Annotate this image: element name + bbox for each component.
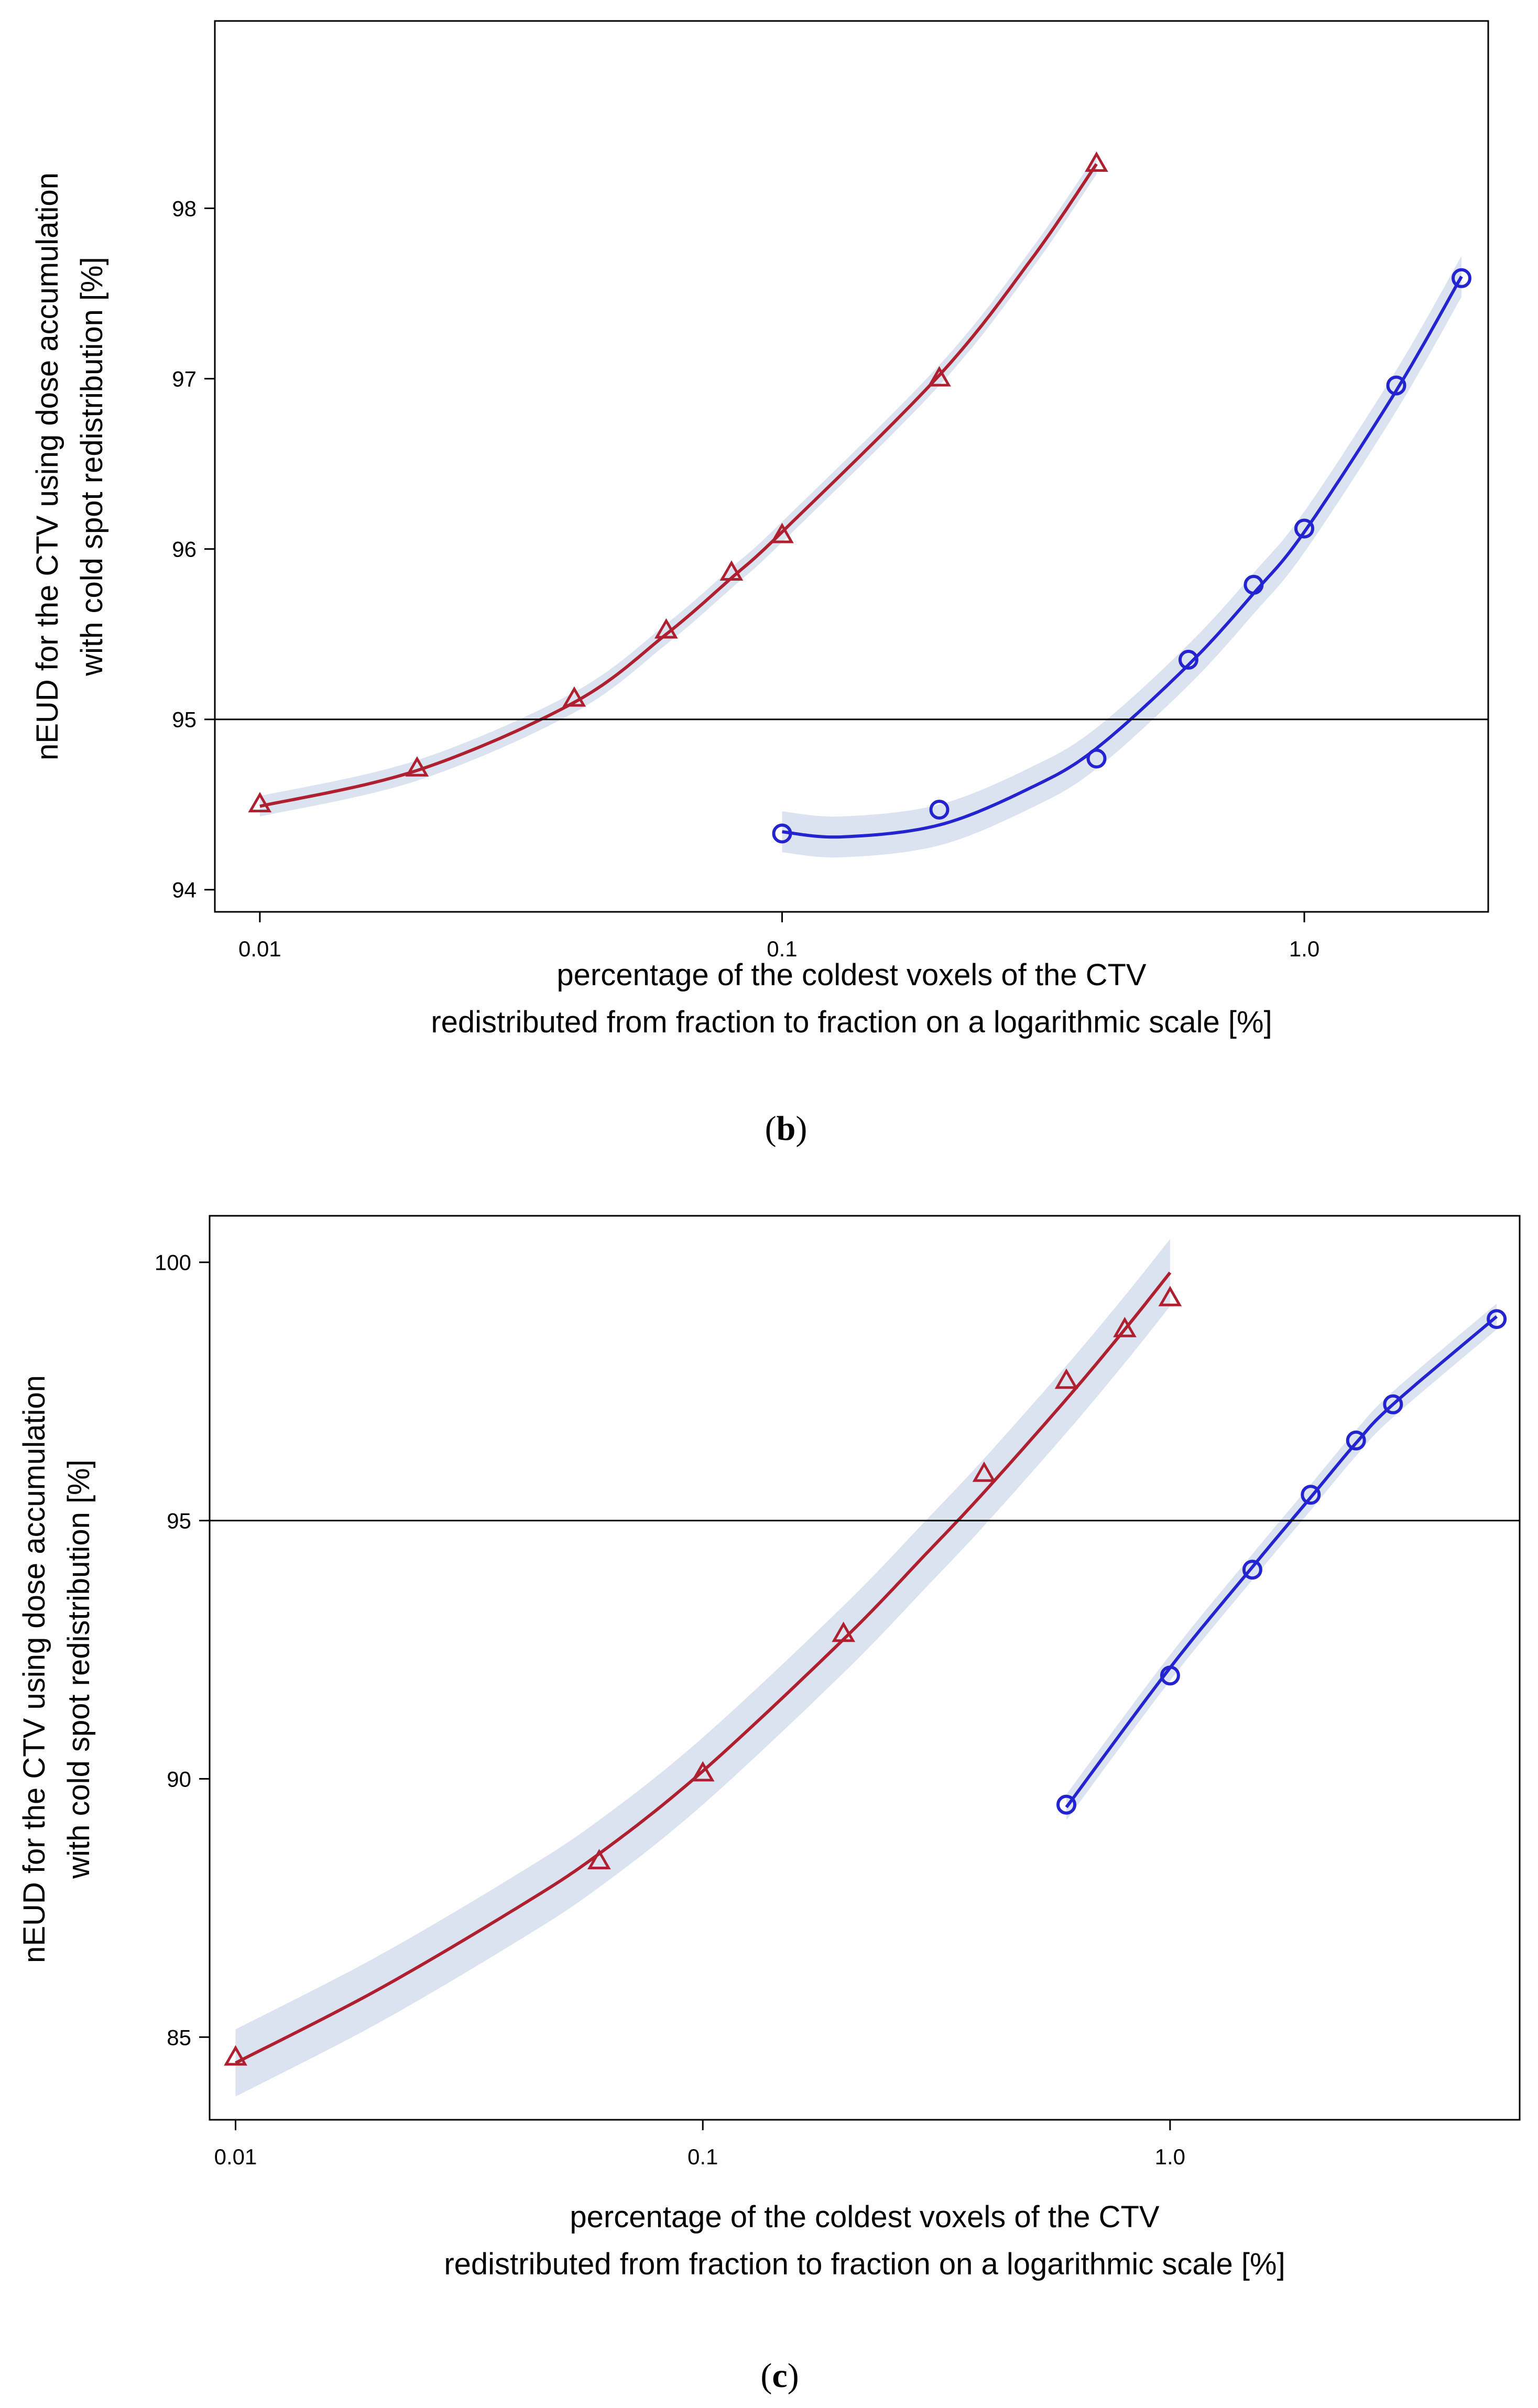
panel-label-b: (b): [765, 1109, 808, 1148]
confidence-band-blue-circles: [782, 256, 1461, 858]
data-point-triangle: [405, 756, 429, 777]
plot-frame: [214, 20, 1489, 913]
x-axis-label-line2: redistributed from fraction to fraction …: [444, 2247, 1285, 2281]
x-tick-label: 1.0: [1155, 2144, 1185, 2169]
y-tick-label: 96: [172, 537, 197, 562]
panel-letter: c: [772, 2357, 787, 2395]
data-point-triangle: [654, 618, 678, 639]
data-point-triangle: [1158, 1285, 1182, 1306]
x-axis-ticks: 0.01 0.1 1.0: [214, 2120, 1185, 2169]
y-axis-ticks: 94 95 96 97 98: [172, 197, 215, 902]
data-point-circle: [1346, 1430, 1366, 1451]
x-tick-label: 0.1: [688, 2144, 718, 2169]
data-point-circle: [1178, 649, 1198, 670]
confidence-bands: [259, 154, 1461, 858]
data-point-circle: [1386, 375, 1406, 396]
x-axis-label-line1: percentage of the coldest voxels of the …: [570, 2200, 1160, 2234]
x-tick-label: 0.1: [767, 936, 797, 961]
chart-panel-b: 0.01 0.1 1.0 94 95 96 97 98 nEUD for the CTV u…: [30, 20, 1489, 1148]
fit-curve-blue-circles: [1065, 1315, 1498, 1808]
x-axis-ticks: 0.01 0.1 1.0: [238, 912, 1319, 961]
y-tick-label: 95: [172, 707, 197, 732]
confidence-band-red-triangles: [235, 1239, 1170, 2097]
data-point-circle: [1383, 1394, 1403, 1414]
fit-curve-red-triangles: [235, 1271, 1172, 2065]
x-tick-label: 0.01: [214, 2144, 257, 2169]
confidence-band-red-triangles: [259, 154, 1097, 816]
data-point-circle: [1056, 1794, 1076, 1815]
data-point-circle: [772, 823, 792, 844]
panel-letter: b: [777, 1109, 796, 1148]
data-point-circle: [1160, 1665, 1180, 1686]
y-axis-label-line2: with cold spot redistribution [%]: [62, 1459, 96, 1879]
data-point-triangle: [1054, 1368, 1078, 1389]
confidence-bands: [235, 1239, 1497, 2097]
data-point-triangle: [719, 560, 744, 581]
data-point-circle: [1452, 268, 1471, 288]
data-point-circle: [1242, 1560, 1262, 1580]
data-point-circle: [1086, 748, 1107, 769]
y-tick-label: 94: [172, 878, 197, 902]
data-point-triangle: [832, 1621, 856, 1642]
fitted-curves: [259, 163, 1463, 839]
data-point-triangle: [587, 1849, 611, 1869]
data-point-triangle: [770, 522, 794, 543]
plot-frame: [209, 1215, 1521, 2121]
data-point-triangle: [562, 686, 586, 707]
data-point-circle: [1244, 574, 1264, 595]
data-point-circle: [1301, 1485, 1321, 1505]
data-point-triangle: [224, 2045, 247, 2066]
y-tick-label: 90: [167, 1767, 191, 1791]
chart-panel-c: 0.01 0.1 1.0 85 90 95 100 nEUD for the CTV us…: [17, 1215, 1521, 2395]
x-axis-label-line2: redistributed from fraction to fraction …: [431, 1005, 1272, 1039]
y-tick-label: 98: [172, 197, 197, 221]
data-point-triangle: [1085, 151, 1108, 172]
fit-curve-red-triangles: [259, 163, 1098, 808]
data-point-triangle: [248, 792, 272, 813]
data-point-circle: [1294, 518, 1314, 539]
y-tick-label: 100: [155, 1250, 191, 1275]
y-axis-ticks: 85 90 95 100: [155, 1250, 210, 2050]
data-point-triangle: [928, 366, 951, 387]
fit-curve-blue-circles: [782, 276, 1463, 839]
data-point-circle: [929, 800, 950, 820]
data-point-triangle: [1113, 1316, 1137, 1337]
x-axis-label-line1: percentage of the coldest voxels of the …: [557, 958, 1147, 992]
y-axis-label-line1: nEUD for the CTV using dose accumulation: [30, 172, 64, 760]
y-axis-label-line2: with cold spot redistribution [%]: [75, 257, 109, 676]
y-axis-label-line1: nEUD for the CTV using dose accumulation: [17, 1375, 51, 1963]
x-tick-label: 0.01: [238, 936, 281, 961]
data-point-triangle: [691, 1761, 715, 1782]
data-markers: [248, 151, 1471, 844]
y-tick-label: 95: [167, 1509, 191, 1533]
y-tick-label: 97: [172, 367, 197, 391]
y-tick-label: 85: [167, 2025, 191, 2050]
data-point-triangle: [972, 1461, 996, 1482]
confidence-band-blue-circles: [1066, 1303, 1497, 1821]
x-tick-label: 1.0: [1289, 936, 1319, 961]
data-markers: [224, 1285, 1507, 2066]
panel-label-c: (c): [760, 2357, 799, 2395]
data-point-circle: [1487, 1309, 1507, 1330]
